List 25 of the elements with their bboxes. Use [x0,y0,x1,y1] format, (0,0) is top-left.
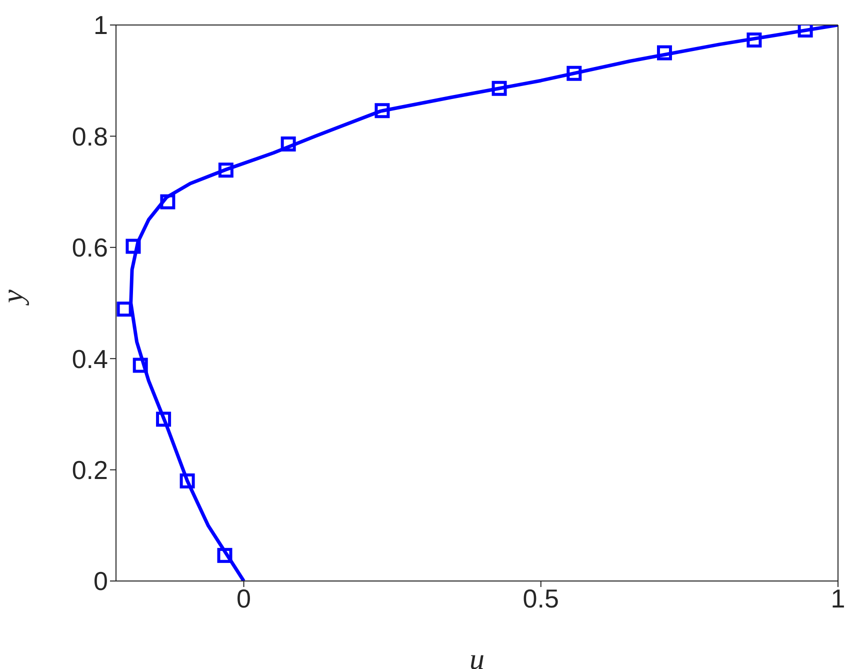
point [798,25,813,38]
y-tick-label: 1 [94,10,108,40]
x-tick-label: 0 [236,583,251,614]
y-tick-label: 0.8 [72,121,108,152]
y-tick-label: 0.6 [72,232,108,263]
point [156,412,172,427]
point [160,194,176,210]
point [374,103,390,118]
point [280,136,296,152]
y-tick-label: 0.4 [72,344,108,374]
point [218,162,234,178]
x-axis-title: u [470,643,484,669]
point [492,80,507,96]
point [126,238,141,254]
y-tick-label: 0.2 [72,455,108,486]
y-axis-title: y [0,289,30,306]
point [180,473,195,488]
point [217,548,232,563]
x-tick-label: 0.5 [522,583,559,614]
point [566,66,582,81]
x-tick-label: 1 [830,583,846,614]
point [132,358,148,373]
point [116,302,132,317]
point [746,32,762,48]
point [656,45,672,60]
